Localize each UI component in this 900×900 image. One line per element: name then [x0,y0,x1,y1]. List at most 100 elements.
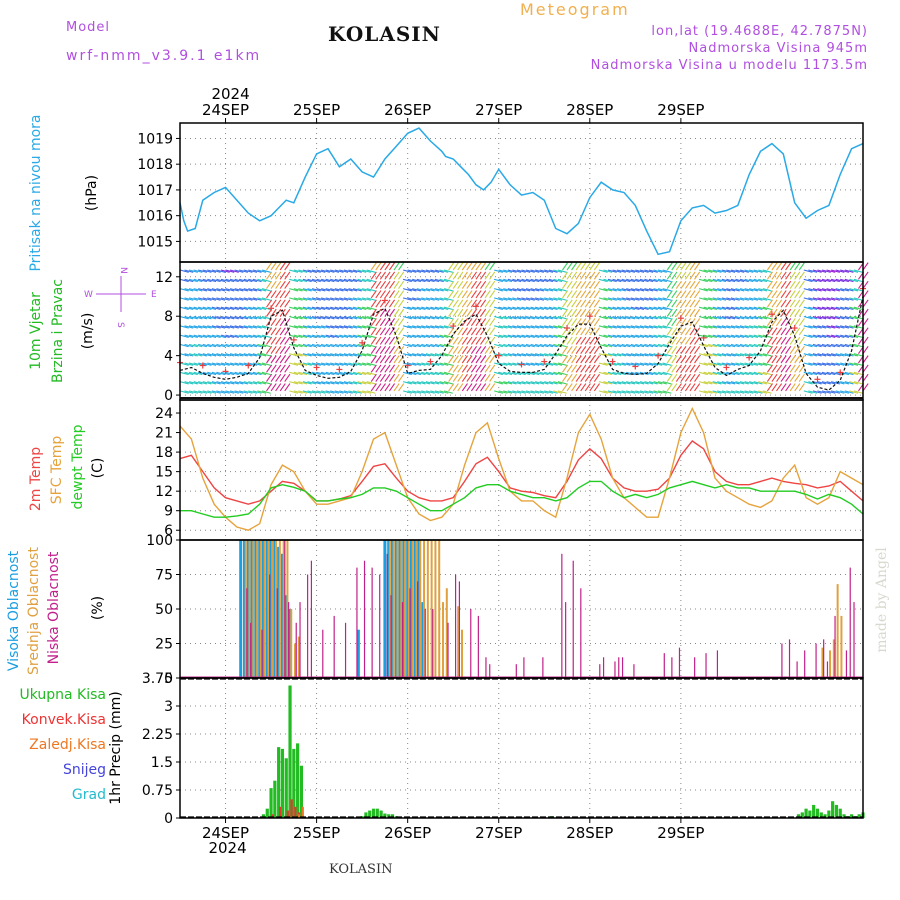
wind-barb [425,297,435,301]
wind-barb [703,306,713,311]
wind-barb [758,325,768,329]
wind-barb [525,278,535,283]
wind-barb [798,327,805,336]
wind-barb [179,390,189,394]
wind-barb [234,325,244,329]
wind-barb [684,355,692,364]
wind-barb [626,315,636,320]
wind-barb [766,290,773,299]
wind-barb [544,362,554,366]
wind-barb [694,383,701,392]
wind-barb [762,334,772,338]
wind-barb [662,390,672,394]
wind-barb [562,290,569,299]
wind-barb [248,353,258,357]
wind-barb [762,269,772,273]
wind-barb [762,371,772,376]
wind-barb [393,290,400,299]
wind-barb [384,271,391,280]
wind-barb [684,327,692,336]
wind-barb [621,325,631,329]
wind-barb [248,278,258,283]
wind-barb [384,336,391,345]
wind-barb [311,297,321,301]
wind-barb [862,318,869,327]
wind-barb [484,308,491,317]
wind-barb [762,278,772,283]
wind-barb [270,373,277,382]
wind-barb [311,371,321,376]
wind-barb [703,362,713,366]
wind-barb [484,262,491,271]
wind-barb [239,315,249,320]
wind-barb [817,343,827,348]
wind-barb [821,371,831,376]
wind-barb [730,278,740,283]
wind-barb [689,336,696,345]
wind-barb [220,343,230,348]
wind-barb [803,390,813,394]
wind-barb [626,297,636,301]
wind-barb [270,355,277,364]
wind-barb [657,362,667,366]
wind-barb [598,297,608,301]
wind-barb [862,262,869,271]
wind-barb [612,334,622,338]
wind-barb [812,343,822,348]
wind-barb [220,334,230,338]
wind-barb [571,308,578,317]
wind-barb [758,353,768,357]
wind-barb [207,381,217,385]
wind-barb [684,373,692,382]
wind-barb [284,318,291,327]
wind-barb [830,297,840,301]
wind-barb [480,299,487,308]
wind-barb [398,346,405,355]
wind-barb [207,278,217,283]
wind-barb [840,343,850,348]
wind-barb [284,290,291,299]
wind-barb [753,390,763,394]
wind-barb [785,346,792,355]
wind-barb [334,297,344,301]
wind-barb [366,325,376,329]
wind-barb [607,343,617,348]
wind-barb [798,299,805,308]
wind-barb [389,271,396,280]
wind-barb [225,315,235,320]
wind-barb [503,334,513,338]
wind-barb [553,315,563,320]
wind-barb [630,288,640,292]
wind-barb [275,346,282,355]
wind-barb [425,315,435,320]
wind-barb [412,353,422,357]
wind-barb [571,290,578,299]
wind-barb [279,271,286,280]
wind-barb [862,290,869,299]
wind-barb [830,334,840,338]
wind-barb [321,288,330,292]
wind-barb [448,364,455,373]
wind-barb [826,269,836,273]
wind-barb [794,271,801,280]
wind-barb [657,343,667,348]
wind-barb [616,362,626,366]
wind-barb [498,353,508,357]
axis-ticks [176,118,682,823]
wind-barb [366,288,376,292]
wind-barb [721,381,731,385]
wind-barb [379,364,386,373]
wind-barb [548,390,558,394]
wind-barb [439,297,449,301]
wind-barb [539,288,549,292]
wind-barb [771,327,778,336]
wind-barb [562,383,569,392]
watermark: made by Angel [874,547,890,653]
wind-barb [229,371,239,376]
y-tick-label: 0.75 [142,783,173,799]
wind-barb [730,325,740,329]
wind-barb [721,315,731,320]
wind-barb [434,334,444,338]
wind-barb [798,318,805,327]
wind-barb [853,362,863,366]
